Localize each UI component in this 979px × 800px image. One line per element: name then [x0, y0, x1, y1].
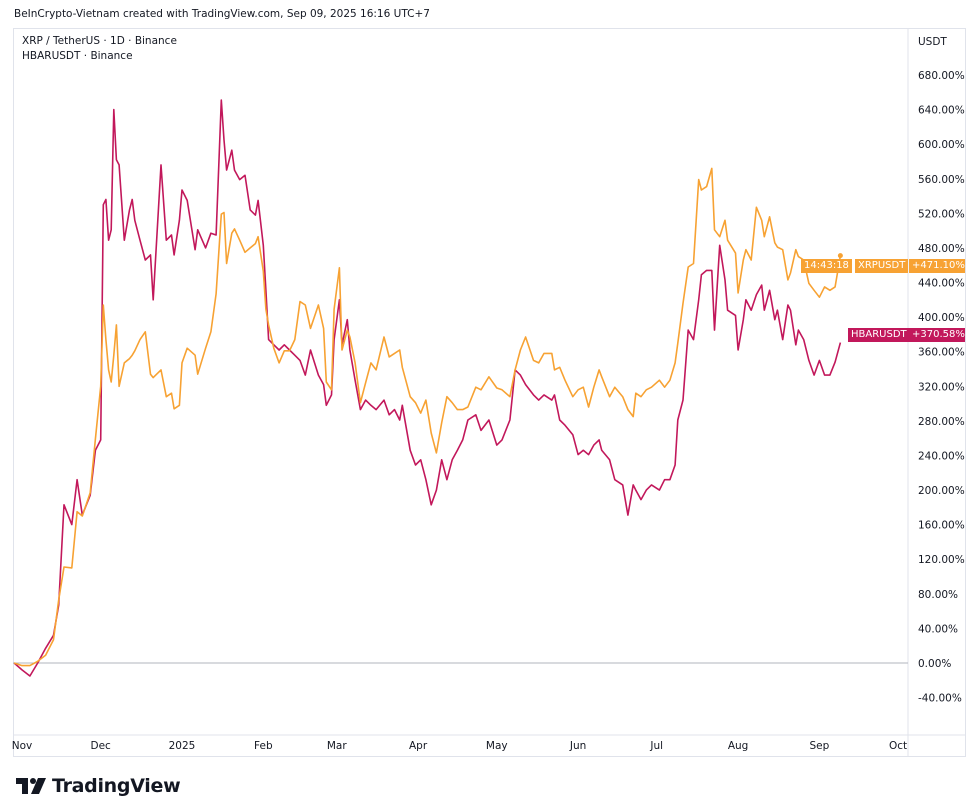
- tradingview-logo[interactable]: TradingView: [16, 775, 181, 797]
- y-tick-label: 680.00%: [918, 70, 965, 82]
- y-tick-label: 120.00%: [918, 554, 965, 566]
- hbarusdt-line[interactable]: [13, 99, 842, 677]
- xrp-countdown: 14:43:18: [801, 259, 852, 273]
- x-tick-label: Feb: [254, 740, 273, 752]
- tradingview-logo-text: TradingView: [52, 775, 181, 797]
- y-tick-label: 400.00%: [918, 312, 965, 324]
- legend-xrp[interactable]: XRP / TetherUS · 1D · Binance: [22, 35, 177, 47]
- y-tick-label: 80.00%: [918, 589, 958, 601]
- y-tick-label: 320.00%: [918, 381, 965, 393]
- y-tick-label: 520.00%: [918, 208, 965, 220]
- xrp-last-point: [837, 253, 843, 259]
- xrpusdt-line[interactable]: [13, 167, 842, 667]
- axis-unit[interactable]: USDT: [918, 36, 947, 48]
- x-tick-label: Mar: [327, 740, 347, 752]
- y-tick-label: 360.00%: [918, 347, 965, 359]
- y-tick-label: 0.00%: [918, 658, 951, 670]
- xrp-last-percent: +471.10%: [909, 259, 965, 273]
- x-tick-label: Sep: [809, 740, 829, 752]
- legend-hbar[interactable]: HBARUSDT · Binance: [22, 50, 133, 62]
- y-tick-label: 560.00%: [918, 174, 965, 186]
- y-tick-label: -40.00%: [918, 693, 962, 705]
- y-axis[interactable]: 680.00% 640.00% 600.00% 560.00% 520.00% 480.0…: [13, 70, 965, 705]
- y-tick-label: 200.00%: [918, 485, 965, 497]
- hbar-series-label: HBARUSDT: [848, 328, 910, 342]
- y-tick-label: 160.00%: [918, 520, 965, 532]
- x-tick-label: Jul: [649, 740, 663, 752]
- y-tick-label: 440.00%: [918, 278, 965, 290]
- x-tick-label: Jun: [569, 740, 586, 752]
- y-tick-label: 640.00%: [918, 105, 965, 117]
- y-tick-label: 480.00%: [918, 243, 965, 255]
- x-axis[interactable]: Nov Dec 2025 Feb Mar Apr May Jun Jul Aug Sep Oct: [12, 740, 907, 752]
- x-tick-label: May: [486, 740, 508, 752]
- series-lines: [13, 99, 843, 677]
- y-tick-label: 280.00%: [918, 416, 965, 428]
- tradingview-logo-icon: [16, 778, 46, 794]
- chart-attribution: BeInCrypto-Vietnam created with TradingV…: [14, 8, 430, 20]
- x-tick-label: Dec: [91, 740, 112, 752]
- y-tick-label: 40.00%: [918, 623, 958, 635]
- x-tick-label: 2025: [169, 740, 196, 752]
- x-tick-label: Apr: [409, 740, 428, 752]
- hbar-last-value: +370.58%: [909, 328, 965, 342]
- chart-frame: [13, 28, 966, 757]
- y-tick-label: 240.00%: [918, 450, 965, 462]
- chart-legend: XRP / TetherUS · 1D · Binance HBARUSDT ·…: [22, 34, 177, 64]
- y-tick-label: 600.00%: [918, 139, 965, 151]
- xrp-series-label: XRPUSDT: [855, 259, 909, 273]
- x-tick-label: Nov: [12, 740, 33, 752]
- x-tick-label: Oct: [889, 740, 907, 752]
- x-tick-label: Aug: [728, 740, 749, 752]
